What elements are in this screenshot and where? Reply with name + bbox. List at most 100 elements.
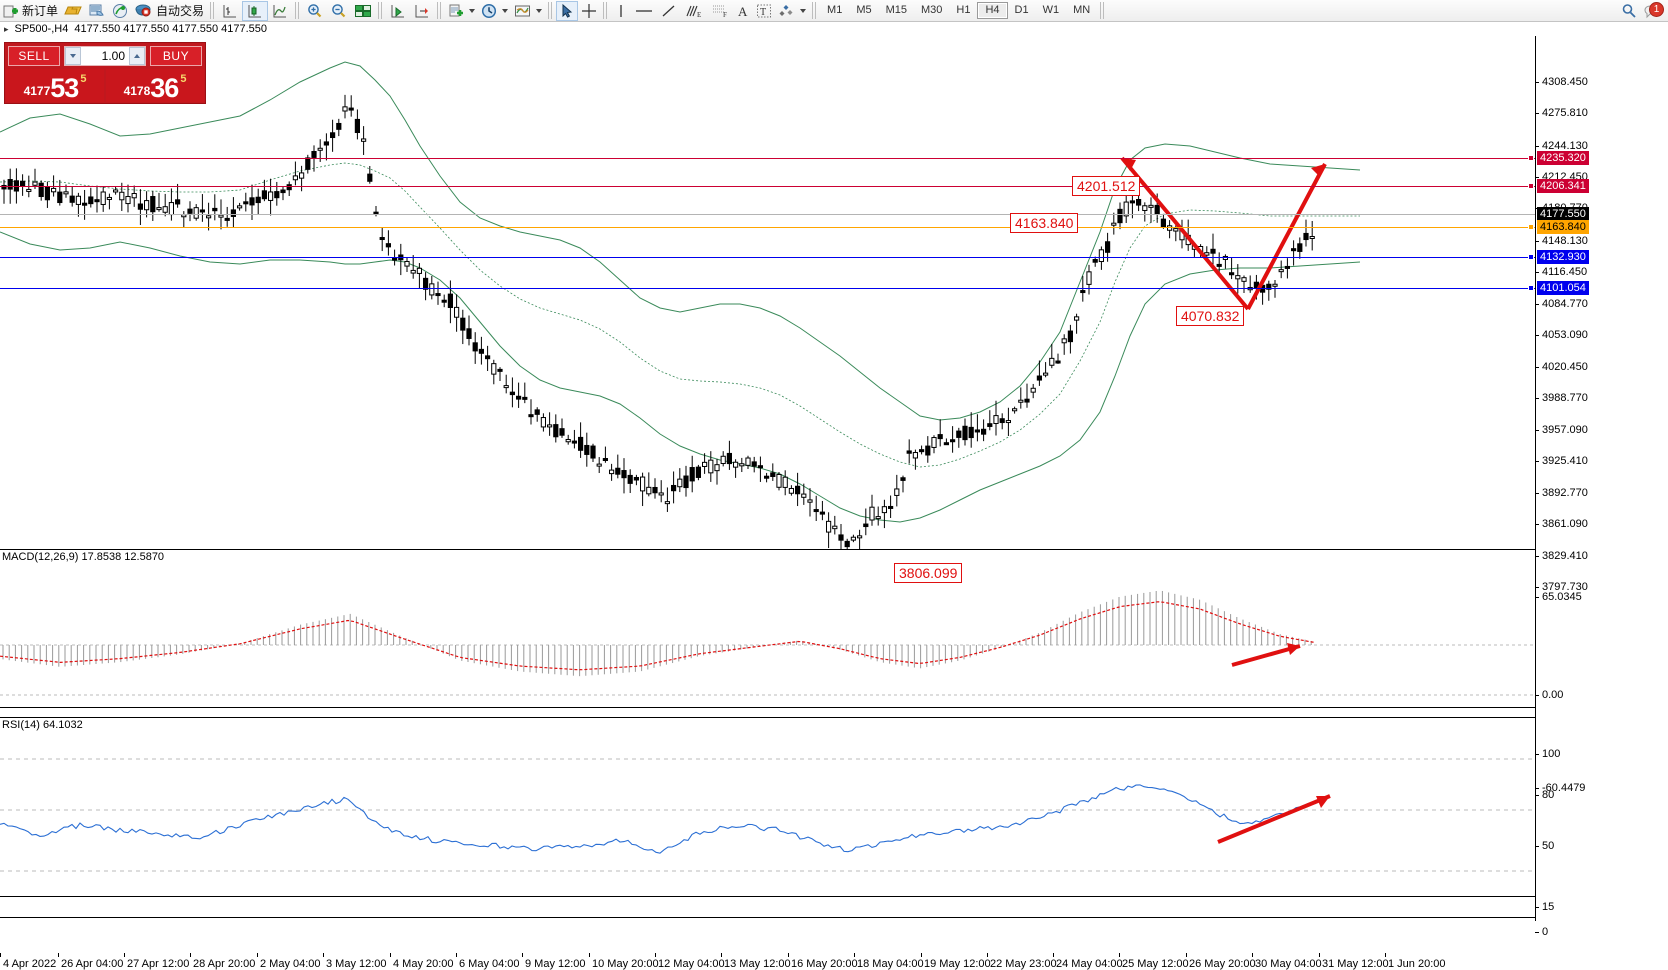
price-level-label-pivot[interactable]: 4163.840 [1537, 220, 1589, 234]
candle-body-bearish [175, 199, 181, 205]
indicators-button[interactable] [445, 1, 478, 21]
timeframe-mn[interactable]: MN [1073, 4, 1091, 16]
rsi-indicator-label: RSI(14) 64.1032 [2, 719, 83, 731]
chart-canvas[interactable]: MACD(12,26,9) 17.8538 12.5870 RSI(14) 64… [0, 36, 1668, 970]
candlestick-chart-button[interactable] [242, 0, 269, 21]
price-level-label-support[interactable]: 4132.930 [1537, 250, 1589, 264]
candle-body-bearish [968, 426, 974, 439]
one-click-trading-panel[interactable]: SELL 1.00 BUY 4177 53 5 4178 36 5 [4, 42, 206, 104]
price-tick-label-6: 4116.450 [1542, 266, 1588, 278]
annotation-4163[interactable]: 4163.840 [1010, 213, 1079, 233]
time-tick-label-4: 2 May 04:00 [260, 958, 321, 970]
price-level-handle-4163[interactable] [1528, 224, 1534, 230]
data-window-button[interactable] [85, 1, 109, 21]
tile-windows-button[interactable] [351, 1, 375, 21]
timeframe-m15[interactable]: M15 [885, 4, 907, 16]
time-tick-mark [721, 953, 722, 957]
elliott-wave-button[interactable]: E [681, 1, 707, 21]
price-tick-label-0: 4308.450 [1542, 76, 1588, 88]
time-tick-label-7: 6 May 04:00 [459, 958, 520, 970]
new-order-button[interactable]: 新订单 [0, 1, 61, 21]
sell-button[interactable]: SELL [8, 46, 60, 66]
timeframe-m1[interactable]: M1 [827, 4, 843, 16]
period-button[interactable] [478, 1, 511, 21]
line-chart-button[interactable] [268, 1, 292, 21]
timeframe-m30[interactable]: M30 [921, 4, 943, 16]
timeframe-d1[interactable]: D1 [1014, 4, 1029, 16]
candle-body-bullish [1272, 283, 1278, 287]
timeframe-w1[interactable]: W1 [1042, 4, 1060, 16]
chevron-down-icon[interactable] [469, 8, 476, 13]
candle-body-bearish [522, 396, 528, 400]
horizontal-line-button[interactable] [631, 1, 657, 21]
cursor-button[interactable] [556, 0, 579, 21]
volume-stepper[interactable]: 1.00 [64, 46, 146, 66]
candle-body-bearish [348, 107, 354, 111]
folder-button[interactable] [61, 1, 85, 21]
text-label-button[interactable]: T [753, 1, 775, 21]
price-level-handle-4235[interactable] [1528, 155, 1534, 161]
templates-button[interactable] [511, 1, 545, 21]
candle-body-bearish [1092, 259, 1098, 263]
rsi-tick-label-4: 0 [1542, 926, 1549, 938]
candle-body-bullish [292, 175, 298, 181]
signals-button[interactable] [109, 1, 132, 21]
candle-body-bullish [119, 191, 125, 201]
candle-body-bearish [497, 368, 503, 372]
sell-price-integer: 4177 [23, 84, 51, 98]
candle-body-bearish [88, 196, 94, 205]
candle-body-bearish [571, 440, 577, 444]
text-button[interactable]: A [733, 1, 753, 21]
timeframe-h4[interactable]: H4 [977, 2, 1008, 19]
annotation-3806[interactable]: 3806.099 [894, 563, 963, 583]
auto-scroll-button[interactable] [386, 1, 410, 21]
annotation-4201[interactable]: 4201.512 [1072, 176, 1141, 196]
volume-increase-button[interactable] [129, 47, 145, 65]
candle-body-bullish [1241, 277, 1247, 282]
candle-body-bullish [1005, 420, 1011, 424]
candle-body-bullish [832, 525, 838, 530]
trendline-button[interactable] [657, 1, 681, 21]
zoom-in-button[interactable] [303, 1, 327, 21]
price-tick-label-8: 4053.090 [1542, 329, 1588, 341]
annotation-4070[interactable]: 4070.832 [1176, 306, 1245, 326]
price-level-handle-4101[interactable] [1528, 285, 1534, 291]
candle-body-bearish [559, 428, 565, 436]
timeframe-m5[interactable]: M5 [856, 4, 872, 16]
candle-body-bearish [354, 118, 360, 134]
price-level-handle-4132[interactable] [1528, 254, 1534, 260]
candle-body-bearish [1067, 330, 1074, 343]
zoom-out-button[interactable] [327, 1, 351, 21]
vertical-line-button[interactable] [611, 1, 631, 21]
fibonacci-button[interactable]: F [707, 1, 733, 21]
crosshair-button[interactable] [578, 1, 600, 21]
timeframe-h1[interactable]: H1 [956, 4, 971, 16]
time-tick-mark [655, 953, 656, 957]
time-tick-mark [0, 953, 1, 957]
chart-shift-button[interactable] [410, 1, 434, 21]
candle-body-bearish [1, 184, 7, 190]
price-level-label-support[interactable]: 4101.054 [1537, 281, 1589, 295]
candle-body-bullish [776, 473, 782, 488]
notifications-button[interactable]: 1 [1643, 1, 1664, 19]
time-tick-mark [1053, 953, 1054, 957]
chevron-down-icon-2[interactable] [502, 8, 509, 13]
candle-body-bullish [912, 452, 918, 459]
chevron-down-icon-3[interactable] [536, 8, 543, 13]
autotrading-button[interactable]: 自动交易 [132, 1, 207, 21]
search-icon[interactable] [1621, 3, 1637, 19]
price-level-label-resistance[interactable]: 4235.320 [1537, 151, 1589, 165]
buy-quote[interactable]: 4178 36 5 [106, 69, 204, 102]
chevron-down-icon-4[interactable] [800, 8, 807, 13]
buy-button[interactable]: BUY [150, 46, 202, 66]
sell-quote[interactable]: 4177 53 5 [6, 69, 104, 102]
volume-decrease-button[interactable] [65, 47, 81, 65]
toolbar-separator-7 [812, 2, 818, 19]
shapes-button[interactable] [775, 1, 809, 21]
price-level-label-resistance[interactable]: 4206.341 [1537, 179, 1589, 193]
price-level-handle-4206[interactable] [1528, 183, 1534, 189]
candle-body-bearish [999, 418, 1005, 424]
price-level-label-current-price[interactable]: 4177.550 [1537, 207, 1589, 221]
volume-value[interactable]: 1.00 [101, 49, 125, 63]
bar-chart-button[interactable] [218, 1, 242, 21]
